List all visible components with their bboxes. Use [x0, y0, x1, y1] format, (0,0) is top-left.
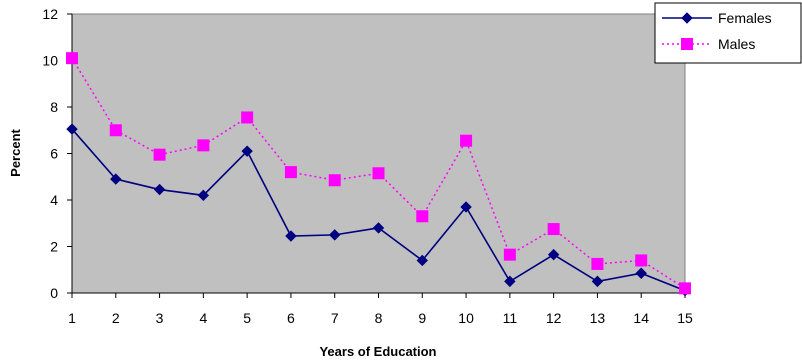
females-diamond-marker — [197, 189, 210, 202]
males-square-marker — [153, 148, 166, 161]
males-square-marker — [635, 254, 648, 267]
x-tick-label: 11 — [503, 310, 518, 326]
females-diamond-marker — [241, 145, 253, 157]
y-tick-label: 8 — [50, 99, 58, 115]
x-axis: 1 2 3 4 5 6 7 8 9 10 11 12 13 14 15 — [68, 292, 693, 326]
females-diamond-marker — [372, 222, 385, 234]
females-diamond-marker — [110, 173, 122, 185]
y-tick-label: 4 — [50, 192, 58, 208]
males-square-marker — [197, 139, 210, 152]
females-diamond-marker — [285, 230, 297, 242]
y-tick-label: 0 — [50, 285, 58, 301]
females-diamond-marker — [591, 275, 604, 288]
y-tick-label: 2 — [50, 239, 58, 255]
y-axis: 0 2 4 6 8 10 12 — [42, 6, 73, 301]
females-diamond-marker — [66, 123, 78, 135]
x-tick-label: 10 — [458, 310, 474, 326]
males-square-marker — [372, 167, 385, 180]
legend-females-diamond-marker — [681, 12, 693, 24]
males-square-marker — [328, 174, 341, 187]
legend-males-square-marker — [681, 38, 693, 50]
females-diamond-marker — [504, 275, 516, 288]
series-layer — [66, 52, 691, 297]
y-tick-label: 6 — [50, 146, 58, 162]
x-tick-label: 14 — [633, 310, 649, 326]
x-tick-label: 1 — [68, 310, 76, 326]
females-diamond-marker — [329, 229, 341, 241]
x-axis-title: Years of Education — [319, 344, 436, 359]
females-diamond-marker — [416, 254, 428, 267]
males-square-marker — [66, 52, 78, 65]
x-tick-label: 12 — [546, 310, 562, 326]
legend-item-females: Females — [662, 10, 772, 26]
females-diamond-marker — [547, 248, 560, 261]
plot-area — [71, 13, 686, 294]
x-tick-label: 9 — [418, 310, 426, 326]
legend: Females Males — [654, 2, 802, 64]
males-square-marker — [109, 124, 122, 137]
males-square-marker — [284, 166, 297, 179]
males-square-marker — [547, 223, 560, 236]
x-tick-label: 15 — [677, 310, 693, 326]
series-males — [66, 52, 691, 295]
y-axis-title: Percent — [8, 128, 23, 176]
legend-item-males: Males — [662, 36, 755, 52]
males-square-marker — [503, 248, 516, 261]
females-diamond-marker — [635, 267, 647, 279]
males-square-marker — [591, 257, 604, 270]
y-tick-label: 10 — [42, 53, 58, 69]
x-tick-label: 13 — [590, 310, 606, 326]
males-square-marker — [241, 111, 254, 124]
males-square-marker — [460, 134, 473, 147]
y-tick-label: 12 — [42, 6, 58, 22]
x-tick-label: 4 — [199, 310, 207, 326]
x-tick-label: 6 — [287, 310, 295, 326]
series-females — [66, 123, 691, 297]
x-tick-label: 7 — [331, 310, 339, 326]
x-tick-label: 3 — [156, 310, 164, 326]
legend-box — [654, 2, 802, 64]
females-diamond-marker — [153, 183, 166, 196]
females-diamond-marker — [460, 201, 472, 213]
legend-label-males: Males — [718, 36, 755, 52]
x-tick-label: 8 — [375, 310, 383, 326]
males-square-marker — [679, 282, 691, 295]
x-tick-label: 2 — [112, 310, 120, 326]
males-square-marker — [416, 210, 429, 223]
x-tick-label: 5 — [243, 310, 251, 326]
legend-label-females: Females — [718, 10, 772, 26]
